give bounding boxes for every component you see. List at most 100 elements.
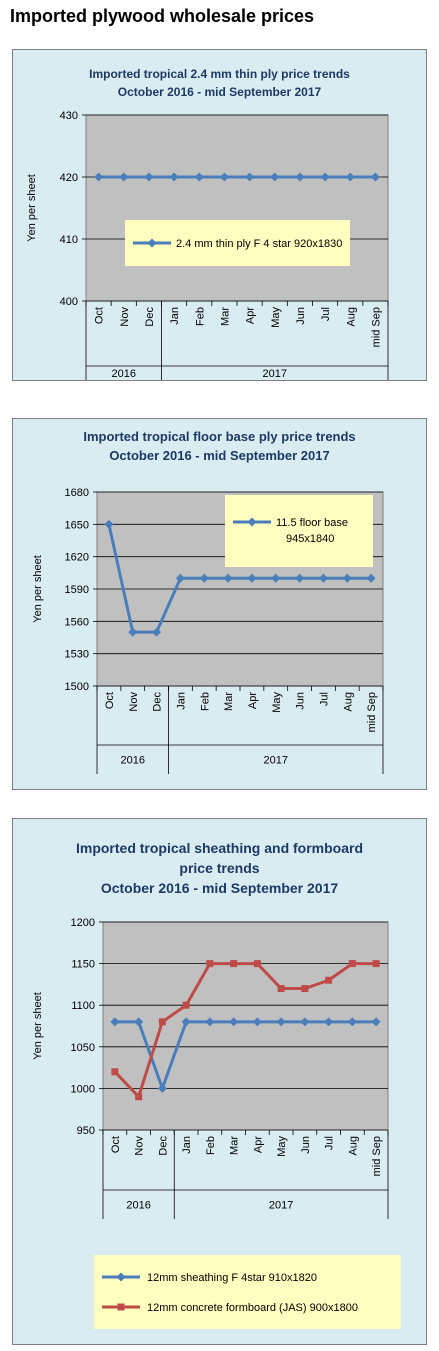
y-tick-label: 410 bbox=[60, 234, 78, 246]
y-tick-label: 1650 bbox=[65, 519, 89, 531]
x-tick-label: Oct bbox=[110, 1136, 122, 1153]
x-tick-label: Jan bbox=[181, 1136, 193, 1154]
data-point bbox=[370, 172, 380, 182]
data-point bbox=[219, 172, 229, 182]
x-tick-label: Aug bbox=[342, 692, 354, 712]
data-point bbox=[295, 573, 305, 583]
year-group-label: 2016 bbox=[112, 368, 136, 380]
data-point bbox=[348, 960, 356, 968]
legend-label: 12mm sheathing F 4star 910x1820 bbox=[147, 1272, 317, 1284]
chart-sheathing-formboard: Imported tropical sheathing and formboar… bbox=[32, 840, 401, 1329]
data-point bbox=[104, 519, 114, 529]
data-point bbox=[277, 985, 285, 993]
page-title: Imported plywood wholesale prices bbox=[10, 6, 315, 26]
data-point bbox=[144, 172, 154, 182]
data-point bbox=[181, 1017, 191, 1027]
x-tick-label: mid Sep bbox=[366, 692, 378, 732]
data-point bbox=[230, 960, 238, 968]
data-point bbox=[117, 1303, 125, 1311]
data-point bbox=[223, 573, 233, 583]
legend-label-line: 945x1840 bbox=[286, 533, 334, 545]
data-point bbox=[152, 627, 162, 637]
chart-thin-ply: Imported tropical 2.4 mm thin ply price … bbox=[26, 67, 389, 380]
x-tick-label: May bbox=[271, 692, 283, 713]
x-tick-label: Jan bbox=[169, 307, 181, 325]
x-tick-label: Jan bbox=[175, 692, 187, 710]
x-tick-label: Apr bbox=[247, 692, 259, 709]
x-tick-label: Apr bbox=[252, 1136, 264, 1153]
data-point bbox=[271, 573, 281, 583]
chart-panel-thin-ply: Imported tropical 2.4 mm thin ply price … bbox=[12, 49, 427, 381]
x-tick-label: Mar bbox=[223, 692, 235, 711]
y-tick-label: 1530 bbox=[65, 649, 89, 661]
data-point bbox=[134, 1017, 144, 1027]
chart-title-line: October 2016 - mid September 2017 bbox=[109, 448, 329, 463]
legend-box bbox=[225, 495, 373, 567]
data-point bbox=[147, 238, 157, 248]
chart-floor-base: Imported tropical floor base ply price t… bbox=[32, 429, 384, 774]
legend-box bbox=[94, 1255, 401, 1329]
x-tick-label: Nov bbox=[134, 1136, 146, 1156]
y-axis-label: Yen per sheet bbox=[32, 555, 44, 622]
data-point bbox=[324, 1017, 334, 1027]
x-tick-label: Nov bbox=[119, 307, 131, 327]
data-point bbox=[205, 1017, 215, 1027]
data-point bbox=[229, 1017, 239, 1027]
legend-label: 12mm concrete formboard (JAS) 900x1800 bbox=[147, 1302, 358, 1314]
data-point bbox=[300, 1017, 310, 1027]
year-group-label: 2016 bbox=[121, 755, 145, 767]
data-point bbox=[270, 172, 280, 182]
x-tick-label: Dec bbox=[152, 692, 164, 712]
data-point bbox=[194, 172, 204, 182]
y-tick-label: 420 bbox=[60, 172, 78, 184]
x-tick-label: Jul bbox=[324, 1136, 336, 1150]
y-axis-label: Yen per sheet bbox=[32, 992, 44, 1059]
data-point bbox=[342, 573, 352, 583]
y-axis-label: Yen per sheet bbox=[26, 174, 38, 241]
data-point bbox=[245, 172, 255, 182]
year-group-label: 2017 bbox=[263, 368, 287, 380]
x-tick-label: Aug bbox=[345, 307, 357, 327]
x-tick-label: mid Sep bbox=[370, 307, 382, 347]
x-tick-label: mid Sep bbox=[371, 1136, 383, 1176]
data-point bbox=[199, 573, 209, 583]
plot-area bbox=[102, 921, 389, 1131]
data-point bbox=[128, 627, 138, 637]
x-tick-label: Oct bbox=[94, 307, 106, 324]
chart-title-line: October 2016 - mid September 2017 bbox=[118, 85, 322, 99]
x-tick-label: Feb bbox=[205, 1136, 217, 1155]
y-tick-label: 1200 bbox=[71, 917, 95, 929]
data-point bbox=[206, 960, 214, 968]
y-tick-label: 1590 bbox=[65, 584, 89, 596]
x-tick-label: May bbox=[276, 1136, 288, 1157]
x-tick-label: Jul bbox=[320, 307, 332, 321]
data-point bbox=[175, 573, 185, 583]
x-tick-label: Dec bbox=[144, 307, 156, 327]
data-point bbox=[158, 1018, 166, 1026]
chart-panel-floor-base: Imported tropical floor base ply price t… bbox=[12, 418, 427, 790]
data-point bbox=[318, 573, 328, 583]
chart-panel-sheathing-formboard: Imported tropical sheathing and formboar… bbox=[12, 818, 427, 1345]
data-point bbox=[252, 1017, 262, 1027]
x-tick-label: Jul bbox=[318, 692, 330, 706]
data-point bbox=[111, 1068, 119, 1076]
chart-title-line: Imported tropical sheathing and formboar… bbox=[76, 840, 363, 856]
y-tick-label: 1100 bbox=[71, 1000, 95, 1012]
data-point bbox=[247, 517, 257, 527]
data-point bbox=[345, 172, 355, 182]
series-line bbox=[113, 962, 377, 1099]
data-point bbox=[372, 960, 380, 968]
x-tick-label: Feb bbox=[194, 307, 206, 326]
y-tick-label: 400 bbox=[60, 296, 78, 308]
y-tick-label: 950 bbox=[77, 1125, 95, 1137]
data-point bbox=[320, 172, 330, 182]
x-tick-label: Oct bbox=[104, 692, 116, 709]
data-point bbox=[253, 960, 261, 968]
chart-title-line: Imported tropical floor base ply price t… bbox=[83, 429, 355, 444]
legend-label: 2.4 mm thin ply F 4 star 920x1830 bbox=[176, 238, 342, 250]
year-group-label: 2016 bbox=[126, 1200, 150, 1212]
data-point bbox=[276, 1017, 286, 1027]
data-point bbox=[347, 1017, 357, 1027]
data-point bbox=[157, 1083, 167, 1093]
data-point bbox=[94, 172, 104, 182]
